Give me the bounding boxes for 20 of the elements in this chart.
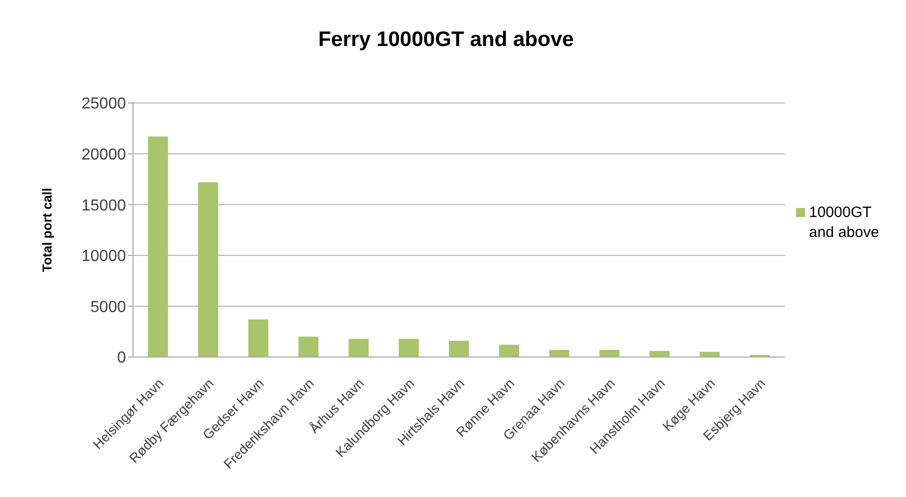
bar xyxy=(148,136,168,357)
legend-label: 10000GT and above xyxy=(809,203,880,243)
bar xyxy=(198,182,218,357)
y-tick-label: 20000 xyxy=(82,146,126,164)
bar xyxy=(398,338,419,357)
bar xyxy=(298,336,318,357)
y-tick-label: 5000 xyxy=(90,298,126,316)
bar xyxy=(599,350,620,357)
y-tick-label: 15000 xyxy=(82,197,126,214)
y-tick-label: 10000 xyxy=(82,248,126,266)
y-axis-title: Total port call xyxy=(40,188,54,272)
bar xyxy=(248,319,268,357)
bar xyxy=(549,350,570,357)
chart-title: Ferry 10000GT and above xyxy=(317,28,575,52)
bar xyxy=(499,344,520,357)
bar xyxy=(650,350,670,357)
y-tick-label: 25000 xyxy=(82,96,126,113)
y-tick-label: 0 xyxy=(117,350,126,367)
bar xyxy=(448,340,469,357)
bar xyxy=(348,338,369,357)
